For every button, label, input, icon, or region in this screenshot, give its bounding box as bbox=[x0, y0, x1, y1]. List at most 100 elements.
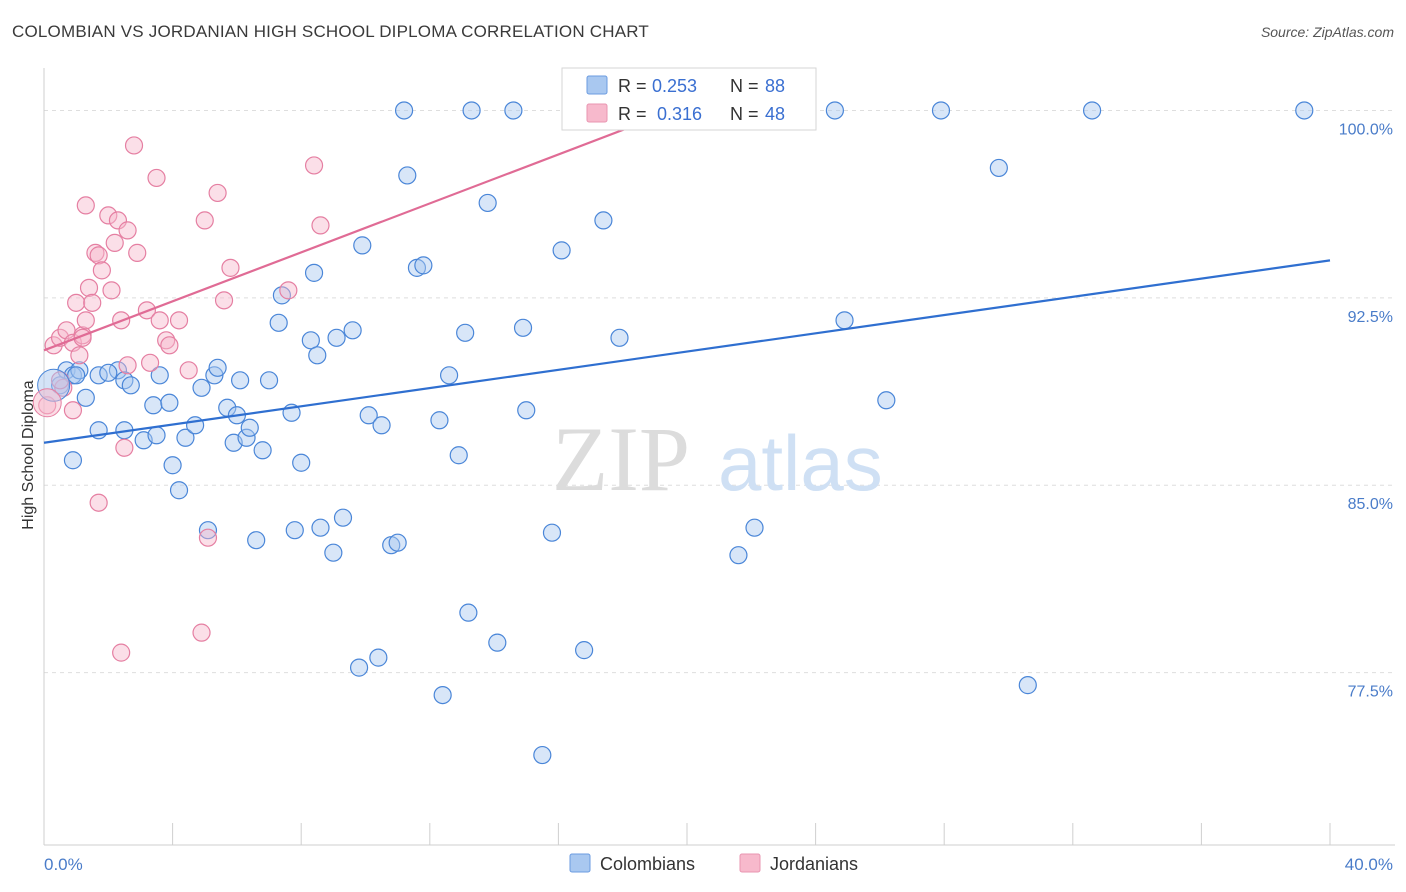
data-point bbox=[86, 243, 105, 262]
series-colombians bbox=[50, 101, 1314, 765]
data-point bbox=[144, 396, 163, 415]
data-point bbox=[63, 451, 83, 470]
legend-r-label-2: R = bbox=[618, 104, 647, 124]
x-tick-label-min: 0.0% bbox=[44, 855, 83, 874]
data-point bbox=[44, 336, 63, 355]
data-point bbox=[76, 388, 95, 407]
data-point bbox=[1082, 101, 1102, 120]
legend-r-value-2: 0.316 bbox=[657, 104, 702, 124]
data-point bbox=[433, 685, 452, 705]
data-point bbox=[430, 411, 449, 430]
data-point bbox=[324, 543, 343, 562]
data-point bbox=[301, 331, 320, 350]
data-point bbox=[237, 428, 256, 447]
data-point bbox=[304, 156, 324, 175]
data-point bbox=[1295, 101, 1314, 120]
data-point bbox=[247, 531, 266, 550]
data-point bbox=[124, 136, 144, 155]
x-tick-label-max: 40.0% bbox=[1345, 855, 1393, 874]
data-point bbox=[931, 101, 951, 120]
data-point bbox=[610, 328, 629, 347]
data-point bbox=[398, 166, 417, 185]
data-point bbox=[394, 101, 414, 120]
data-point bbox=[83, 293, 102, 312]
data-point bbox=[150, 366, 169, 385]
trend-line-jordanians bbox=[43, 104, 688, 352]
data-point bbox=[169, 311, 189, 330]
trend-line-colombians bbox=[43, 259, 1331, 444]
data-point bbox=[372, 416, 391, 435]
data-point bbox=[259, 371, 279, 390]
data-point-cluster bbox=[32, 388, 62, 418]
data-point bbox=[163, 456, 182, 475]
data-point bbox=[745, 518, 764, 537]
data-point bbox=[118, 221, 137, 240]
y-tick-label: 85.0% bbox=[1348, 496, 1393, 513]
data-point bbox=[99, 363, 118, 382]
data-point bbox=[108, 211, 128, 230]
data-point bbox=[504, 101, 523, 120]
legend-swatch-jordanians bbox=[586, 103, 608, 123]
data-point bbox=[150, 311, 169, 330]
data-point bbox=[198, 528, 218, 547]
data-point bbox=[70, 361, 89, 380]
chart-title: COLOMBIAN VS JORDANIAN HIGH SCHOOL DIPLO… bbox=[12, 22, 650, 41]
data-point bbox=[542, 523, 562, 542]
y-tick-label: 92.5% bbox=[1348, 309, 1393, 326]
legend-n-value-1: 88 bbox=[765, 76, 785, 96]
data-point bbox=[160, 393, 179, 412]
y-axis-label: High School Diploma bbox=[20, 380, 37, 530]
data-point bbox=[157, 331, 176, 350]
data-point bbox=[279, 281, 298, 300]
y-tick-label: 77.5% bbox=[1348, 684, 1393, 701]
data-point bbox=[115, 438, 134, 457]
legend-n-label-1: N = bbox=[730, 76, 759, 96]
data-point bbox=[552, 241, 571, 260]
data-point bbox=[147, 168, 166, 188]
data-point bbox=[594, 211, 613, 230]
data-point bbox=[102, 281, 121, 300]
data-point bbox=[176, 428, 195, 447]
data-point bbox=[533, 745, 552, 765]
data-point bbox=[877, 391, 896, 410]
watermark: ZIP atlas bbox=[552, 408, 883, 510]
data-point bbox=[79, 278, 99, 297]
watermark-zip: ZIP bbox=[552, 408, 690, 510]
data-point bbox=[92, 261, 111, 280]
data-point bbox=[208, 183, 227, 203]
data-point bbox=[825, 101, 844, 120]
data-point bbox=[517, 401, 536, 420]
data-point bbox=[89, 493, 108, 512]
data-point bbox=[311, 216, 330, 235]
data-point bbox=[76, 311, 95, 330]
data-point bbox=[186, 416, 205, 435]
data-point bbox=[269, 313, 288, 332]
data-point bbox=[414, 256, 433, 275]
data-point bbox=[195, 211, 214, 230]
data-point bbox=[89, 246, 108, 265]
data-point bbox=[67, 293, 86, 312]
legend-n-label-2: N = bbox=[730, 104, 759, 124]
data-point bbox=[179, 361, 198, 380]
grid-lines bbox=[44, 109, 1395, 674]
data-point bbox=[311, 518, 330, 537]
legend-r-label-1: R = bbox=[618, 76, 647, 96]
bottom-legend-jordanians: Jordanians bbox=[770, 854, 858, 874]
data-point bbox=[439, 366, 459, 385]
data-point bbox=[240, 418, 259, 437]
watermark-atlas: atlas bbox=[718, 419, 883, 507]
data-point bbox=[1018, 676, 1037, 695]
y-tick-label: 100.0% bbox=[1339, 121, 1393, 138]
bottom-swatch-colombians bbox=[569, 853, 591, 873]
data-points bbox=[32, 101, 1314, 765]
y-tick-labels: 77.5% 85.0% 92.5% 100.0% bbox=[1339, 121, 1393, 700]
data-point bbox=[67, 366, 86, 385]
data-point bbox=[221, 258, 240, 277]
data-point bbox=[308, 346, 327, 365]
data-point bbox=[192, 623, 211, 642]
data-point bbox=[292, 453, 311, 472]
bottom-swatch-jordanians bbox=[739, 853, 761, 873]
data-point bbox=[169, 481, 189, 500]
data-point bbox=[128, 243, 147, 262]
